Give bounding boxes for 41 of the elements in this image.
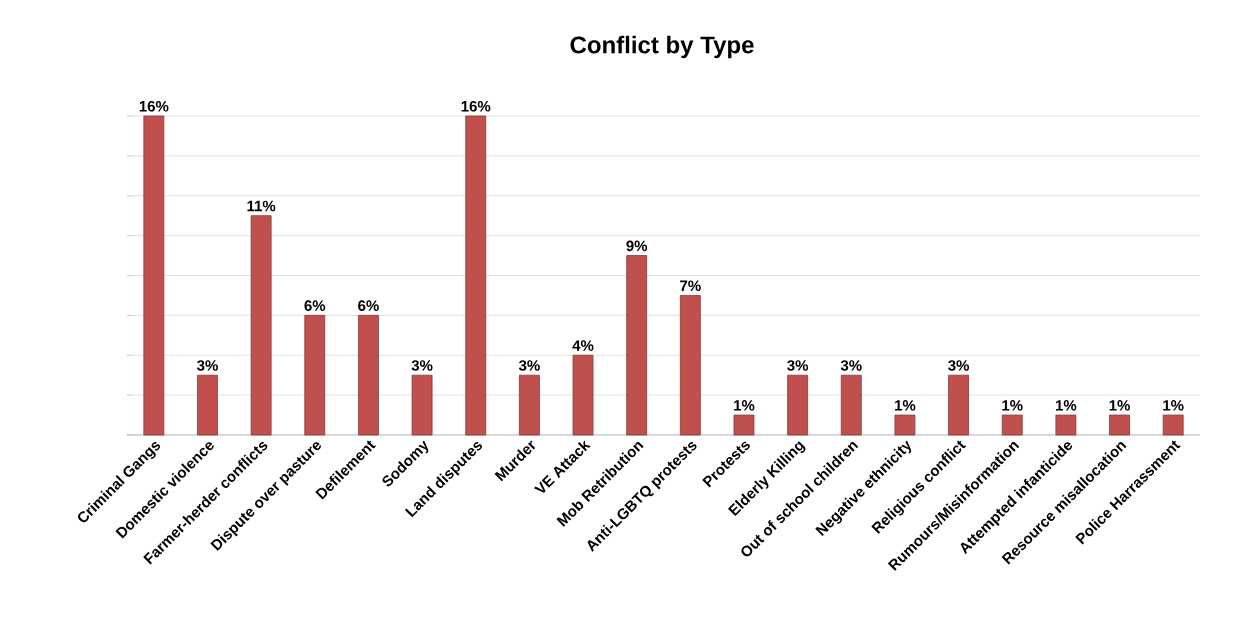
bar (518, 374, 540, 436)
bar (465, 115, 487, 436)
bar (250, 215, 272, 436)
chart-title: Conflict by Type (570, 35, 754, 59)
bar (1109, 414, 1130, 436)
data-label: 3% (411, 360, 433, 371)
data-label: 6% (304, 300, 326, 311)
data-label: 16% (139, 100, 169, 112)
data-label: 16% (461, 100, 491, 112)
bar (626, 255, 648, 436)
bar (197, 374, 218, 436)
data-label: 3% (518, 360, 540, 371)
bar (840, 374, 862, 436)
bar (894, 414, 916, 436)
bar (1001, 414, 1023, 436)
bar (572, 354, 594, 436)
data-label: 1% (734, 400, 755, 411)
bar (411, 374, 433, 436)
data-label: 7% (680, 280, 701, 292)
data-label: 1% (1163, 400, 1184, 411)
data-label: 9% (626, 240, 648, 252)
data-label: 4% (572, 340, 594, 351)
bar (358, 314, 379, 436)
data-label: 3% (840, 360, 862, 371)
bar (1055, 414, 1077, 436)
data-label: 3% (787, 360, 809, 371)
bar (787, 374, 809, 436)
data-label: 3% (948, 360, 969, 371)
data-label: 6% (358, 300, 379, 311)
data-label: 1% (1109, 400, 1130, 411)
data-label: 3% (196, 360, 218, 371)
bar (1162, 414, 1184, 436)
data-label: 1% (1002, 400, 1023, 411)
data-label: 1% (1055, 400, 1077, 411)
bar (733, 414, 755, 436)
bar (143, 115, 165, 436)
bar (304, 314, 326, 436)
bar (679, 295, 701, 436)
bar (948, 374, 969, 436)
data-label: 11% (247, 200, 276, 212)
data-label: 1% (895, 400, 916, 411)
